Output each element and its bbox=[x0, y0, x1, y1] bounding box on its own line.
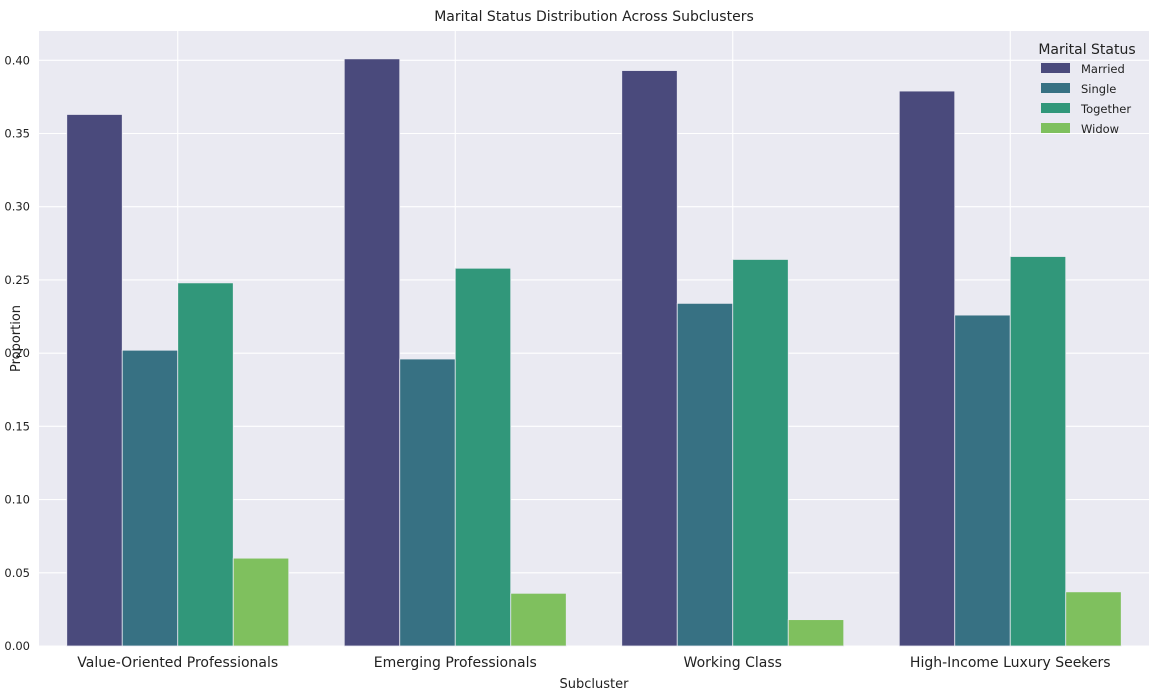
x-tick-label: High-Income Luxury Seekers bbox=[910, 655, 1111, 671]
x-tick-label: Emerging Professionals bbox=[374, 655, 537, 671]
x-tick-label: Value-Oriented Professionals bbox=[77, 655, 278, 671]
y-tick-label: 0.30 bbox=[4, 200, 30, 214]
bar-married bbox=[66, 114, 123, 647]
bar-widow bbox=[1065, 591, 1122, 647]
bar-married bbox=[898, 90, 956, 647]
legend-swatch-married bbox=[1041, 63, 1070, 73]
legend-title: Marital Status bbox=[1038, 42, 1135, 58]
bar-widow bbox=[787, 619, 845, 647]
bar-together bbox=[177, 282, 234, 647]
y-axis-label: Proportion bbox=[9, 305, 24, 372]
legend-label: Married bbox=[1081, 62, 1125, 76]
legend-label: Widow bbox=[1081, 122, 1119, 136]
legend-label: Together bbox=[1080, 102, 1131, 116]
legend-swatch-single bbox=[1041, 83, 1070, 93]
y-tick-label: 0.20 bbox=[4, 346, 30, 360]
bar-widow bbox=[510, 592, 567, 647]
legend-label: Single bbox=[1081, 82, 1116, 96]
bar-married bbox=[343, 58, 401, 647]
x-tick-label: Working Class bbox=[684, 655, 782, 671]
y-tick-label: 0.10 bbox=[4, 493, 30, 507]
legend: Marital Status Married Single Together Wido… bbox=[1038, 42, 1135, 136]
y-tick-label: 0.05 bbox=[4, 566, 30, 580]
bar-together bbox=[732, 259, 789, 647]
legend-swatch-widow bbox=[1041, 123, 1070, 133]
y-tick-label: 0.40 bbox=[4, 53, 30, 67]
bar-single bbox=[676, 302, 734, 647]
bar-married bbox=[621, 70, 678, 647]
chart-title: Marital Status Distribution Across Subcl… bbox=[434, 9, 754, 25]
y-tick-label: 0.35 bbox=[4, 127, 30, 141]
y-tick-label: 0.25 bbox=[4, 273, 30, 287]
bar-together bbox=[454, 267, 512, 647]
bar-widow bbox=[232, 557, 290, 647]
y-tick-label: 0.00 bbox=[4, 639, 30, 653]
legend-swatch-together bbox=[1041, 103, 1070, 113]
y-tick-labels: 0.00 0.05 0.10 0.15 0.20 0.25 0.30 0.35 0.40 bbox=[4, 53, 30, 653]
y-tick-label: 0.15 bbox=[4, 419, 30, 433]
bar-single bbox=[399, 358, 456, 647]
bars bbox=[66, 58, 1122, 647]
bar-together bbox=[1009, 256, 1067, 647]
x-tick-labels: Value-Oriented Professionals Emerging Pro… bbox=[77, 655, 1110, 671]
bar-single bbox=[954, 314, 1011, 647]
bar-single bbox=[121, 349, 179, 647]
x-axis-label: Subcluster bbox=[560, 677, 630, 692]
